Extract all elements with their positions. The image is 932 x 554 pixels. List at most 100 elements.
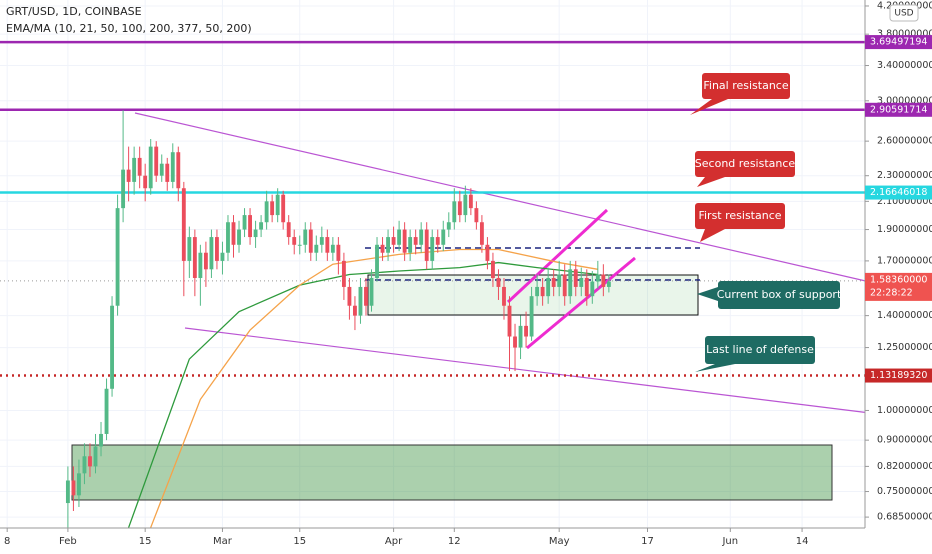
- y-tick-label: 2.10000000: [877, 196, 932, 207]
- candle-body: [380, 244, 385, 253]
- candle-body: [65, 480, 70, 504]
- candle-body: [110, 305, 114, 389]
- callout-text: First resistance: [698, 209, 781, 222]
- candle-body: [502, 286, 506, 306]
- candle-body: [231, 222, 236, 245]
- candle-body: [347, 286, 352, 306]
- candle-body: [308, 229, 313, 253]
- candle-body: [170, 152, 175, 182]
- candle-body: [77, 473, 81, 496]
- y-tick-label: 0.75000000: [877, 486, 932, 497]
- candle-body: [154, 146, 159, 176]
- x-tick-label: May: [549, 536, 570, 547]
- candle-body: [468, 194, 473, 209]
- callout-tail: [695, 364, 735, 372]
- y-tick-label: 3.40000000: [877, 60, 932, 71]
- candle-body: [529, 296, 534, 337]
- candle-body: [606, 281, 611, 287]
- candle-body: [479, 222, 484, 245]
- candle-body: [364, 286, 368, 306]
- candle-body: [491, 260, 495, 278]
- candle-body: [441, 229, 446, 245]
- callout-tail: [690, 99, 728, 115]
- candle-body: [314, 244, 319, 253]
- candle-body: [391, 237, 396, 245]
- candle-body: [518, 325, 523, 348]
- y-tick-label: 1.40000000: [877, 310, 932, 321]
- callout-box: [718, 281, 840, 309]
- candle-body: [353, 305, 357, 316]
- candle-body: [88, 456, 92, 467]
- x-tick-label: Jun: [721, 536, 738, 547]
- candle-body: [143, 175, 148, 189]
- candle-body: [573, 269, 578, 287]
- axes: 4.200000003.800000003.400000003.00000000…: [4, 0, 932, 547]
- candle-body: [507, 305, 512, 337]
- y-tick-label: 0.68500000: [877, 512, 932, 523]
- callout-text: Last line of defense: [706, 343, 814, 356]
- moving-average: [150, 248, 598, 528]
- moving-average: [128, 261, 598, 528]
- y-tick-label: 3.80000000: [877, 29, 932, 40]
- symbol: GRT/USD, 1D, COINBASE: [6, 5, 142, 18]
- candle-body: [474, 208, 479, 223]
- candle-body: [165, 163, 170, 182]
- candle-body: [121, 169, 126, 209]
- level-tag: [865, 35, 932, 50]
- level-tag: [865, 185, 932, 200]
- callout-text: Final resistance: [703, 79, 788, 92]
- y-tick-label: 1.70000000: [877, 255, 932, 266]
- candle-body: [402, 229, 407, 253]
- candle-body: [319, 237, 324, 245]
- callouts: Final resistance Second resistance First r…: [690, 73, 842, 372]
- candle-body: [584, 277, 589, 297]
- candle-body: [181, 188, 186, 261]
- candle-body: [330, 244, 335, 253]
- candle-body: [286, 222, 291, 238]
- candle-body: [446, 222, 451, 230]
- level-label: 2.16646018: [870, 187, 927, 198]
- candle-body: [99, 433, 103, 447]
- currency-button[interactable]: [889, 4, 919, 22]
- candle-body: [397, 229, 402, 245]
- candle-body: [413, 237, 418, 245]
- callout-tail: [700, 229, 725, 242]
- demand-zone: [71, 444, 833, 501]
- candle-body: [137, 157, 142, 176]
- callout-tail: [697, 177, 725, 187]
- candle-body: [292, 237, 297, 245]
- candle-body: [452, 201, 457, 223]
- x-tick-label: 8: [4, 536, 10, 547]
- level-tag: [865, 368, 932, 383]
- y-tick-label: 1.90000000: [877, 224, 932, 235]
- x-tick-label: Feb: [59, 536, 77, 547]
- x-tick-label: Mar: [213, 536, 233, 547]
- candle-body: [496, 277, 501, 287]
- candle-body: [215, 237, 219, 261]
- candle-body: [82, 456, 87, 474]
- candle-body: [132, 157, 137, 182]
- support-box: [367, 274, 699, 316]
- level-label: 3.69497194: [870, 37, 927, 48]
- x-tick-label: Apr: [385, 536, 403, 547]
- candle-body: [226, 222, 230, 253]
- candle-body: [71, 480, 76, 496]
- level-label: 1.13189320: [870, 370, 927, 381]
- candle-body: [430, 237, 435, 261]
- callout-tail: [697, 287, 718, 301]
- channel-line: [506, 208, 609, 304]
- candle-body: [408, 237, 413, 253]
- candle-body: [424, 229, 429, 261]
- candle-body: [435, 237, 440, 245]
- candle-body: [336, 244, 341, 261]
- last-price-label: 1.58360000: [870, 274, 927, 285]
- y-tick-label: 2.60000000: [877, 136, 932, 147]
- candle-body: [148, 146, 153, 189]
- callout-text: Second resistance: [695, 157, 796, 170]
- candle-body: [253, 229, 258, 238]
- level-tag: [865, 102, 932, 117]
- candle-body: [386, 237, 390, 253]
- trendline: [184, 327, 871, 414]
- candle-body: [419, 229, 424, 245]
- candle-body: [237, 229, 241, 245]
